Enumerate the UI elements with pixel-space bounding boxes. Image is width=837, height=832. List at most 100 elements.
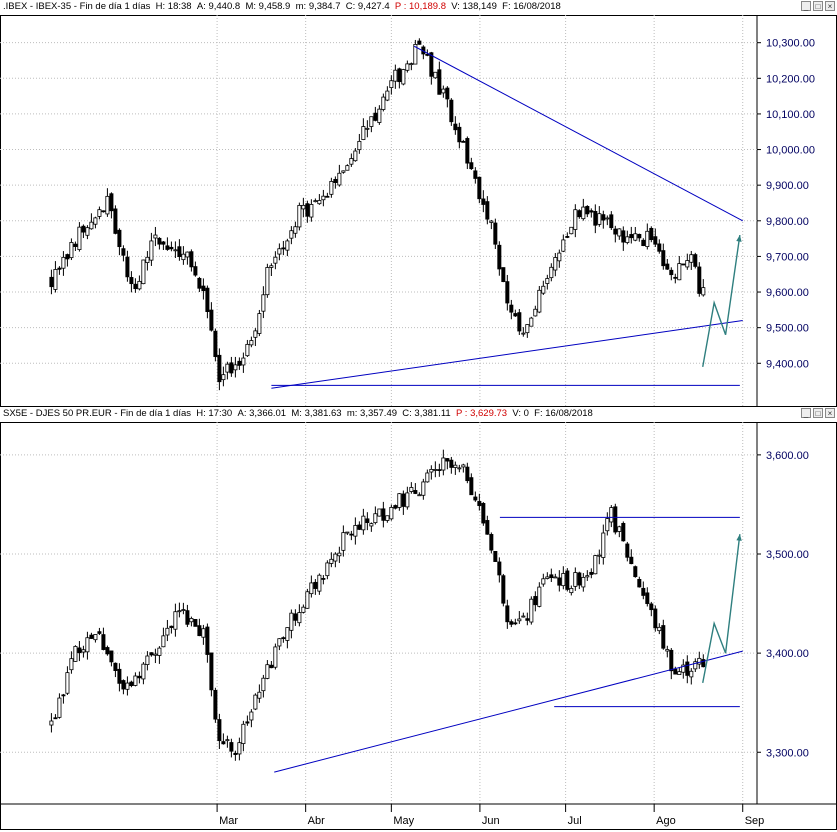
chart2-minimize-button[interactable]: _ [801,408,811,418]
candle-body [285,240,290,251]
candle-body [373,513,378,524]
candle-body [417,494,422,497]
ibex-chart[interactable]: 10,300.00 10,200.00 10,100.00 10,000.00 9,90… [0,15,837,407]
chart2-close-button[interactable]: × [825,408,835,418]
candle-body [473,170,478,179]
candle-body [625,236,630,243]
candle-body [209,309,214,331]
candle-body [509,621,514,625]
candle-body [69,658,74,671]
candle-body [133,675,138,686]
chart1-close-button[interactable]: × [825,1,835,11]
chart1-f: F: 16/08/2018 [502,1,561,12]
candle-body [141,259,146,285]
candle-body [517,312,522,332]
candle-body [365,518,370,523]
y-tick-label: 3,400.00 [766,648,809,660]
trendline [274,650,743,773]
candle-body [281,247,286,250]
candle-body [497,561,502,576]
candle-body [177,610,182,613]
chart2-maximize-button[interactable]: □ [813,408,823,418]
candle-body [525,324,530,334]
candle-body [629,556,634,565]
chart1-c: C: 9,427.4 [345,1,390,12]
candle-body [689,254,694,263]
candle-body [185,251,190,258]
candle-body [81,225,86,233]
candle-body [537,289,542,313]
candle-body [301,204,306,210]
sx5e-chart[interactable]: 3,600.00 3,500.00 3,400.00 3,300.00 Mar Abr Ma… [0,422,837,830]
candle-body [177,246,182,257]
candle-body [161,241,166,245]
candle-body [265,664,270,679]
candle-body [581,576,586,588]
candle-body [309,204,314,218]
candle-body [129,681,134,687]
candle-body [533,596,538,606]
candle-body [329,558,334,564]
candle-body [653,608,658,629]
candle-body [357,140,362,151]
candle-body [593,555,598,575]
candle-body [577,210,582,218]
chart2-m-high: M: 3,381.63 [291,408,342,419]
candle-body [73,646,78,662]
candle-body [281,637,286,640]
candle-body [553,257,558,271]
chart2-c: C: 3,381.11 [402,408,451,419]
candle-body [377,108,382,123]
candle-body [701,287,706,296]
candle-body [373,112,378,121]
chart2-name: DJES 50 PR.EUR [35,408,112,419]
candle-body [525,618,530,621]
candle-body [501,575,506,604]
chart1-minimize-button[interactable]: _ [801,1,811,11]
chart1-p: P : 10,189.8 [394,1,446,12]
candle-body [189,251,194,268]
candle-body [485,520,490,535]
candle-body [601,214,606,221]
candle-body [53,717,58,720]
candle-body [689,670,694,678]
candle-body [353,150,358,162]
candle-body [165,245,170,250]
candle-body [609,214,614,229]
x-tick-label: May [393,815,414,827]
candle-body [621,230,626,243]
candle-body [617,526,622,532]
candle-body [581,206,586,220]
candle-body [269,265,274,268]
candle-body [193,619,198,627]
candle-body [117,229,122,248]
candle-body [505,281,510,304]
candle-body [229,362,234,374]
candle-body [469,477,474,496]
candle-body [381,508,386,521]
candle-body [409,487,414,492]
candle-body [449,99,454,123]
chart1-maximize-button[interactable]: □ [813,1,823,11]
candle-body [657,243,662,252]
candle-body [609,507,614,523]
candle-body [637,578,642,588]
y-tick-label: 9,700.00 [766,251,809,263]
candle-body [389,80,394,89]
candle-body [397,68,402,83]
candle-body [53,269,58,290]
candle-body [693,254,698,267]
candle-body [441,88,446,94]
candle-body [645,592,650,604]
candle-body [673,668,678,675]
candle-body [293,226,298,234]
candle-body [349,533,354,536]
candle-body [369,523,374,527]
candle-body [205,287,210,312]
candle-body [297,612,302,624]
candle-body [453,123,458,131]
chart1-v: V: 138,149 [451,1,497,12]
candle-body [641,239,646,247]
candle-body [245,343,250,357]
candle-body [321,195,326,201]
